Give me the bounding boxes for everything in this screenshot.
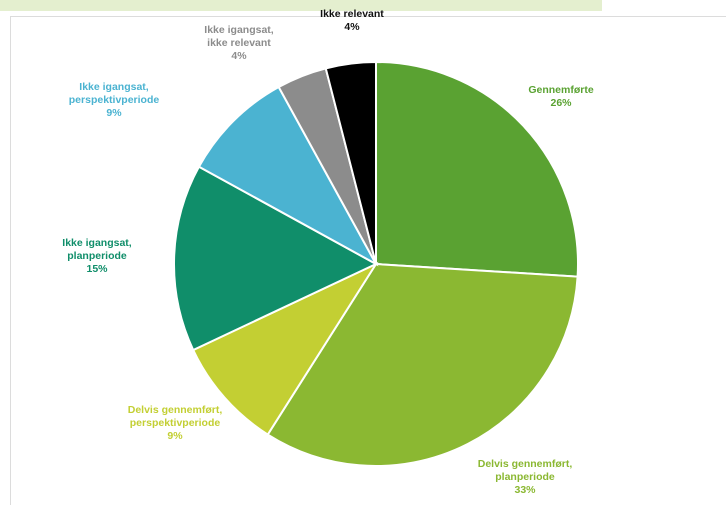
slice-delvis-perspektivperiode — [191, 261, 379, 436]
label-ikke-igangsat-perspektivperiode: Ikke igangsat, perspektivperiode 9% — [69, 81, 159, 120]
slice-value-label: 26% — [550, 97, 572, 109]
top-banner — [0, 0, 602, 11]
slice-value-label: 15% — [86, 263, 108, 275]
slice-label-text: planperiode — [495, 471, 555, 483]
label-ikke-igangsat-planperiode: Ikke igangsat, planperiode 15% — [62, 237, 131, 276]
slice-gennemforte — [375, 60, 579, 278]
label-ikke-relevant: Ikke relevant 4% — [320, 8, 384, 34]
slice-label-text: Delvis gennemført, — [127, 404, 223, 416]
label-delvis-planperiode: Delvis gennemført, planperiode 33% — [478, 458, 573, 497]
slice-label-text: perspektivperiode — [68, 94, 160, 106]
slice-delvis-planperiode — [266, 262, 579, 467]
slice-label-text: Ikke igangsat, — [62, 237, 132, 249]
label-gennemforte: Gennemførte 26% — [528, 84, 593, 110]
slice-label-text: perspektivperiode — [129, 417, 221, 429]
slice-label-text: ikke relevant — [207, 37, 271, 49]
slice-label-text: Delvis gennemført, — [477, 458, 573, 470]
slice-label-text: Ikke relevant — [320, 8, 384, 20]
slice-value-label: 4% — [231, 50, 247, 62]
slice-value-label: 9% — [167, 430, 183, 442]
slice-label-text: planperiode — [67, 250, 127, 262]
slice-label-text: Gennemførte — [528, 84, 594, 96]
slice-label-text: Ikke igangsat, — [79, 81, 149, 93]
slice-value-label: 4% — [344, 21, 360, 33]
slice-label-text: Ikke igangsat, — [204, 24, 274, 36]
slice-ikke-igangsat-planperiode — [173, 165, 379, 352]
label-ikke-igangsat-ikke-relevant: Ikke igangsat, ikke relevant 4% — [204, 24, 273, 63]
slice-value-label: 33% — [514, 484, 536, 496]
chart-frame — [10, 16, 726, 505]
label-delvis-perspektivperiode: Delvis gennemført, perspektivperiode 9% — [128, 404, 223, 443]
slice-value-label: 9% — [106, 107, 122, 119]
slice-ikke-igangsat-perspektivperiode — [197, 85, 379, 267]
slice-ikke-relevant — [324, 60, 377, 265]
